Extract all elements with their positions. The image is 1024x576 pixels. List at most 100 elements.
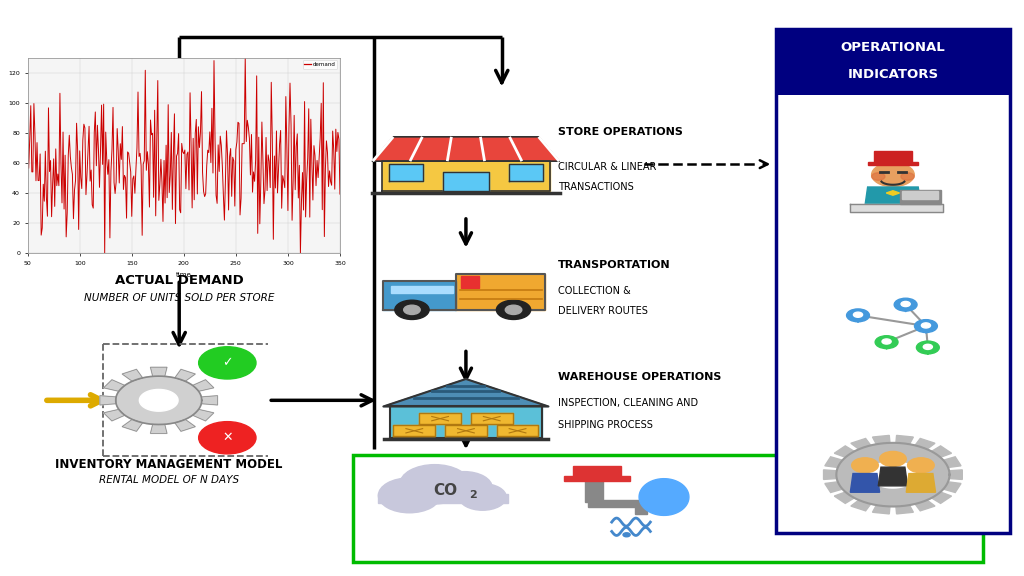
Circle shape xyxy=(399,465,470,504)
Polygon shape xyxy=(497,426,539,436)
FancyBboxPatch shape xyxy=(353,455,983,562)
Circle shape xyxy=(924,344,933,350)
Circle shape xyxy=(853,312,862,317)
Polygon shape xyxy=(393,426,435,436)
Polygon shape xyxy=(915,500,935,511)
Text: COLLECTION &: COLLECTION & xyxy=(558,286,631,296)
Text: TRANSPORTATION: TRANSPORTATION xyxy=(558,260,671,270)
Circle shape xyxy=(922,323,931,328)
Polygon shape xyxy=(823,470,837,479)
Circle shape xyxy=(871,162,914,187)
Polygon shape xyxy=(906,473,936,492)
Polygon shape xyxy=(202,396,217,405)
Text: INVENTORY MANAGEMENT MODEL: INVENTORY MANAGEMENT MODEL xyxy=(55,458,283,471)
Circle shape xyxy=(497,300,530,320)
Polygon shape xyxy=(373,137,559,161)
Text: CO2 EMISSIONS,  WATER USAGE: CO2 EMISSIONS, WATER USAGE xyxy=(722,513,902,524)
Text: INSPECTION, CLEANING AND: INSPECTION, CLEANING AND xyxy=(558,398,698,408)
Polygon shape xyxy=(872,505,890,514)
Polygon shape xyxy=(851,438,870,449)
Text: ENVIRONMENTAL FOOTPRINT: ENVIRONMENTAL FOOTPRINT xyxy=(722,478,927,490)
Polygon shape xyxy=(824,482,843,492)
Circle shape xyxy=(894,298,918,311)
Polygon shape xyxy=(902,191,938,199)
Polygon shape xyxy=(379,494,508,503)
Circle shape xyxy=(907,458,934,473)
Circle shape xyxy=(852,458,879,473)
Circle shape xyxy=(880,452,906,467)
Polygon shape xyxy=(901,306,909,312)
Polygon shape xyxy=(850,204,943,212)
Polygon shape xyxy=(867,161,919,165)
Polygon shape xyxy=(442,172,489,191)
Circle shape xyxy=(403,305,420,314)
Polygon shape xyxy=(879,467,907,486)
Circle shape xyxy=(871,173,885,180)
Polygon shape xyxy=(100,396,116,405)
Polygon shape xyxy=(887,191,899,195)
Polygon shape xyxy=(896,435,913,444)
Polygon shape xyxy=(932,492,951,503)
Text: 2: 2 xyxy=(469,490,477,501)
Polygon shape xyxy=(865,187,921,206)
Polygon shape xyxy=(850,473,880,492)
Circle shape xyxy=(901,173,914,180)
Text: TRANSACTIONS: TRANSACTIONS xyxy=(558,182,634,192)
Polygon shape xyxy=(896,505,913,514)
Polygon shape xyxy=(122,369,142,381)
Polygon shape xyxy=(639,479,689,516)
Circle shape xyxy=(395,300,429,320)
Text: CIRCULAR & LINEAR: CIRCULAR & LINEAR xyxy=(558,162,656,172)
Text: ACTUAL DEMAND: ACTUAL DEMAND xyxy=(115,274,244,287)
Text: ✓: ✓ xyxy=(222,357,232,369)
Polygon shape xyxy=(462,276,478,289)
Polygon shape xyxy=(837,443,949,506)
Text: DELIVERY ROUTES: DELIVERY ROUTES xyxy=(558,306,648,316)
Text: INDICATORS: INDICATORS xyxy=(848,68,938,81)
Polygon shape xyxy=(835,492,854,503)
Circle shape xyxy=(901,301,910,306)
Polygon shape xyxy=(899,190,941,204)
Polygon shape xyxy=(139,389,178,411)
Text: ✕: ✕ xyxy=(222,431,232,444)
Polygon shape xyxy=(824,457,843,468)
Polygon shape xyxy=(193,380,214,391)
Text: SHIPPING PROCESS: SHIPPING PROCESS xyxy=(558,419,653,430)
Polygon shape xyxy=(851,500,870,511)
Polygon shape xyxy=(883,344,891,349)
Circle shape xyxy=(436,472,493,503)
FancyBboxPatch shape xyxy=(776,29,1010,95)
Polygon shape xyxy=(175,369,196,381)
Polygon shape xyxy=(175,419,196,431)
Polygon shape xyxy=(383,281,457,310)
Polygon shape xyxy=(854,317,862,323)
Text: NUMBER OF UNITS SOLD PER STORE: NUMBER OF UNITS SOLD PER STORE xyxy=(84,293,274,302)
Polygon shape xyxy=(835,446,854,457)
Polygon shape xyxy=(391,286,454,293)
Polygon shape xyxy=(564,476,630,482)
Polygon shape xyxy=(122,419,142,431)
Circle shape xyxy=(623,533,630,537)
Circle shape xyxy=(379,478,440,513)
Polygon shape xyxy=(445,426,486,436)
Polygon shape xyxy=(585,481,603,502)
Polygon shape xyxy=(869,461,916,488)
Polygon shape xyxy=(103,380,125,391)
Circle shape xyxy=(459,484,506,510)
Polygon shape xyxy=(872,435,890,444)
Circle shape xyxy=(914,320,937,332)
Polygon shape xyxy=(943,457,962,468)
Polygon shape xyxy=(389,164,423,181)
Circle shape xyxy=(199,347,256,379)
Text: CO: CO xyxy=(433,483,457,498)
Text: STORE OPERATIONS: STORE OPERATIONS xyxy=(558,127,683,138)
Text: RENTAL MODEL OF N DAYS: RENTAL MODEL OF N DAYS xyxy=(99,475,239,485)
Polygon shape xyxy=(573,466,621,477)
Polygon shape xyxy=(382,161,550,191)
Polygon shape xyxy=(588,501,644,507)
Circle shape xyxy=(199,422,256,454)
Polygon shape xyxy=(471,413,513,424)
Polygon shape xyxy=(924,350,932,355)
Circle shape xyxy=(876,336,898,348)
Polygon shape xyxy=(943,482,962,492)
